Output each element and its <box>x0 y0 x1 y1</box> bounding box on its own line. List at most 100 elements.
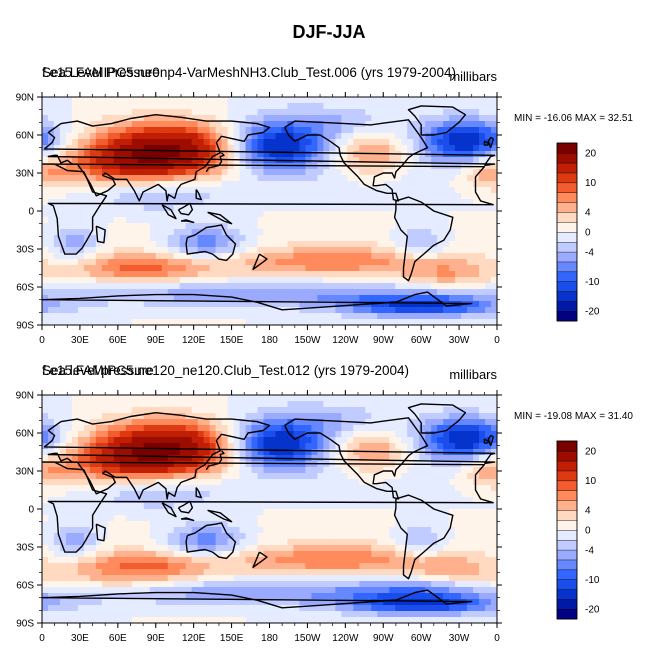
field-cell <box>143 443 151 450</box>
field-cell <box>125 307 133 314</box>
field-cell <box>455 509 462 516</box>
field-cell <box>59 461 67 468</box>
field-cell <box>485 235 492 242</box>
field-cell <box>155 205 163 212</box>
field-cell <box>191 97 199 104</box>
field-cell <box>353 407 360 414</box>
field-cell <box>107 181 115 188</box>
field-cell <box>479 295 486 302</box>
field-cell <box>437 139 444 146</box>
field-cell <box>101 461 109 468</box>
field-cell <box>203 461 211 468</box>
field-cell <box>149 425 157 432</box>
field-cell <box>167 533 175 540</box>
field-cell <box>155 509 163 516</box>
field-cell <box>353 271 360 278</box>
field-cell <box>485 319 492 325</box>
field-cell <box>347 503 354 510</box>
field-cell <box>161 211 169 218</box>
field-cell <box>419 419 426 426</box>
field-cell <box>275 115 282 122</box>
field-cell <box>149 491 157 498</box>
field-cell <box>233 259 240 266</box>
field-cell <box>311 455 318 462</box>
field-cell <box>485 103 492 110</box>
field-cell <box>467 443 474 450</box>
field-cell <box>167 425 175 432</box>
field-cell <box>365 247 372 254</box>
field-cell <box>329 401 336 408</box>
field-cell <box>491 461 497 468</box>
field-cell <box>173 121 181 128</box>
field-cell <box>455 527 462 534</box>
field-cell <box>257 521 264 528</box>
field-cell <box>125 169 133 176</box>
field-cell <box>335 515 342 522</box>
field-cell <box>203 407 211 414</box>
field-cell <box>311 497 318 504</box>
field-cell <box>443 283 450 290</box>
field-cell <box>461 211 468 218</box>
field-cell <box>269 491 276 498</box>
field-cell <box>335 157 342 164</box>
field-cell <box>479 157 486 164</box>
field-cell <box>281 205 288 212</box>
field-cell <box>359 145 366 152</box>
field-cell <box>425 133 432 140</box>
field-cell <box>347 509 354 516</box>
field-cell <box>269 211 276 218</box>
field-cell <box>347 289 354 296</box>
field-cell <box>359 115 366 122</box>
field-cell <box>83 455 91 462</box>
field-cell <box>461 503 468 510</box>
field-cell <box>83 497 91 504</box>
field-cell <box>305 509 312 516</box>
field-cell <box>425 473 432 480</box>
field-cell <box>155 229 163 236</box>
field-cell <box>209 407 217 414</box>
field-cell <box>173 247 181 254</box>
field-cell <box>65 199 73 206</box>
field-cell <box>461 265 468 272</box>
field-cell <box>251 319 258 325</box>
field-cell <box>317 157 324 164</box>
field-cell <box>413 187 420 194</box>
field-cell <box>167 211 175 218</box>
field-cell <box>227 431 234 438</box>
field-cell <box>149 497 157 504</box>
field-cell <box>383 319 390 325</box>
field-cell <box>203 437 211 444</box>
field-cell <box>107 103 115 110</box>
field-cell <box>53 121 61 128</box>
field-cell <box>275 169 282 176</box>
field-cell <box>227 109 234 116</box>
field-cell <box>107 521 115 528</box>
field-cell <box>293 307 300 314</box>
field-cell <box>407 485 414 492</box>
field-cell <box>209 265 217 272</box>
field-cell <box>53 187 61 194</box>
field-cell <box>59 241 67 248</box>
field-cell <box>473 509 480 516</box>
field-cell <box>65 163 73 170</box>
field-cell <box>425 217 432 224</box>
field-cell <box>437 431 444 438</box>
field-cell <box>59 443 67 450</box>
field-cell <box>221 503 228 510</box>
field-cell <box>485 253 492 260</box>
field-cell <box>125 319 133 325</box>
field-cell <box>389 313 396 320</box>
field-cell <box>263 443 270 450</box>
field-cell <box>107 205 115 212</box>
field-cell <box>221 307 228 314</box>
field-cell <box>131 539 139 546</box>
field-cell <box>281 121 288 128</box>
field-cell <box>461 217 468 224</box>
field-cell <box>71 253 79 260</box>
field-cell <box>77 109 85 116</box>
field-cell <box>473 217 480 224</box>
field-cell <box>407 533 414 540</box>
field-cell <box>161 413 169 420</box>
field-cell <box>335 479 342 486</box>
field-cell <box>389 419 396 426</box>
